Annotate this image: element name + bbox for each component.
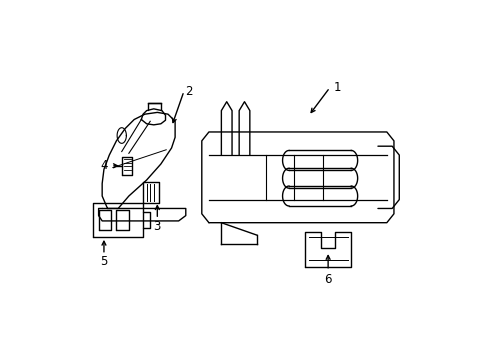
Text: 4: 4: [100, 159, 107, 172]
Text: 6: 6: [324, 273, 331, 286]
Text: 5: 5: [100, 255, 107, 268]
Text: 3: 3: [153, 220, 161, 233]
Text: 2: 2: [185, 85, 193, 98]
Text: 1: 1: [333, 81, 340, 94]
